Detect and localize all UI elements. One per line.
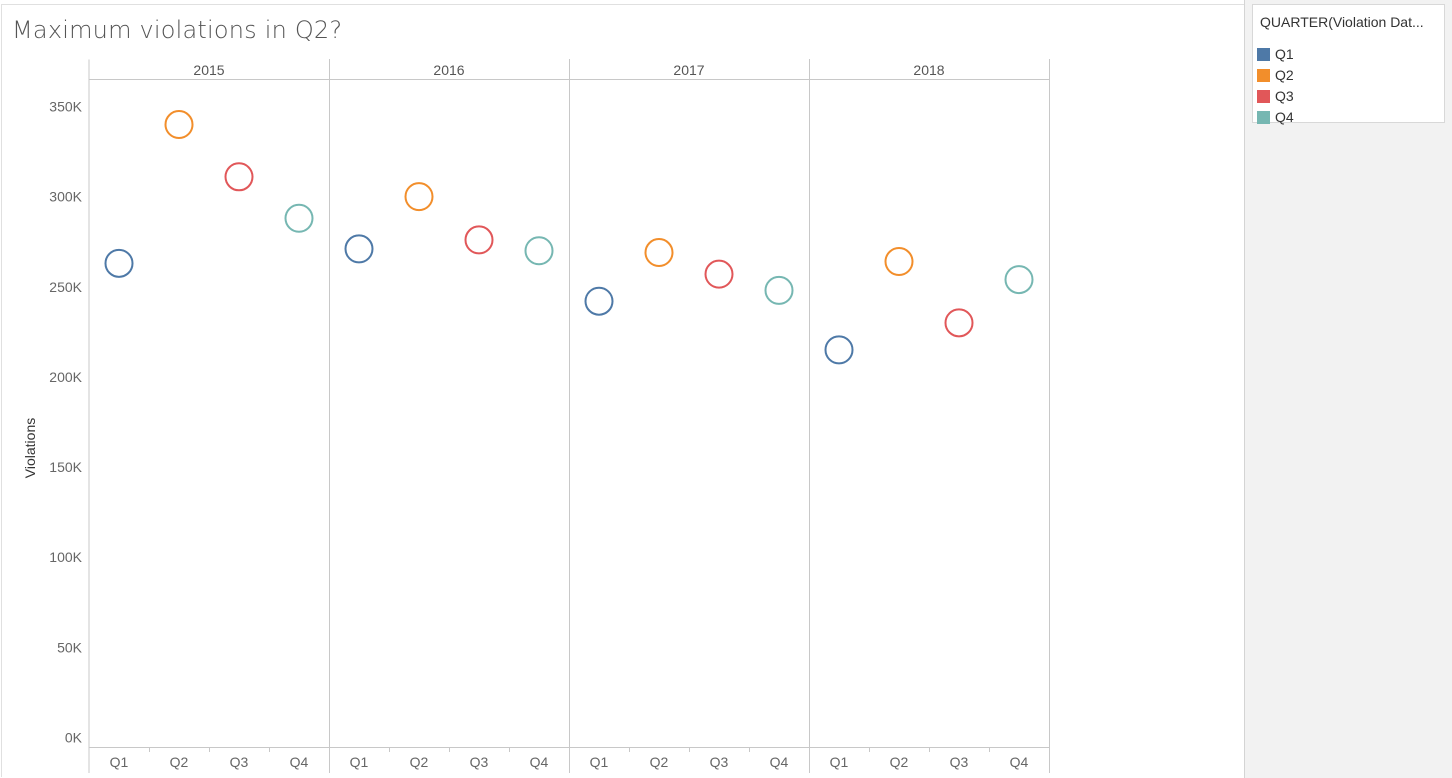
legend-item-q1[interactable]: Q1 (1257, 45, 1437, 63)
x-tick-label: Q1 (590, 754, 609, 770)
year-header-2018: 2018 (913, 62, 944, 78)
y-tick-label: 200K (49, 369, 82, 385)
x-tick-label: Q4 (530, 754, 549, 770)
x-tick-label: Q4 (290, 754, 309, 770)
legend-swatch-q4 (1257, 111, 1270, 124)
data-point-2017-q3 (704, 259, 734, 289)
x-tick-label: Q1 (350, 754, 369, 770)
x-tick-label: Q4 (770, 754, 789, 770)
year-header-2016: 2016 (433, 62, 464, 78)
data-point-2017-q2 (644, 238, 674, 268)
legend-label-q1: Q1 (1275, 46, 1294, 62)
data-point-2017-q1 (584, 286, 614, 316)
legend-item-q3[interactable]: Q3 (1257, 87, 1437, 105)
data-point-2018-q3 (944, 308, 974, 338)
legend-swatch-q1 (1257, 48, 1270, 61)
x-tick-label: Q2 (410, 754, 429, 770)
legend-item-q4[interactable]: Q4 (1257, 108, 1437, 126)
x-tick-label: Q4 (1010, 754, 1029, 770)
data-point-2018-q1 (824, 335, 854, 365)
legend-label-q3: Q3 (1275, 88, 1294, 104)
y-axis-label: Violations (22, 418, 38, 478)
data-point-2016-q4 (524, 236, 554, 266)
y-tick-label: 100K (49, 549, 82, 565)
data-point-2016-q1 (344, 234, 374, 264)
data-point-2015-q2 (164, 110, 194, 140)
data-point-2018-q4 (1004, 265, 1034, 295)
x-tick-label: Q3 (470, 754, 489, 770)
scatter-chart[interactable]: Violations 0K 50K 100K 150K 200K 250K 300K 350K 2… (0, 0, 1245, 778)
legend-title: QUARTER(Violation Dat... (1260, 14, 1424, 30)
y-tick-label: 350K (49, 99, 82, 115)
y-tick-label: 0K (65, 730, 83, 746)
legend-item-q2[interactable]: Q2 (1257, 66, 1437, 84)
x-tick-label: Q1 (830, 754, 849, 770)
data-point-2018-q2 (884, 247, 914, 277)
data-point-2016-q2 (404, 182, 434, 212)
x-tick-label: Q2 (890, 754, 909, 770)
legend-swatch-q2 (1257, 69, 1270, 82)
year-header-2015: 2015 (193, 62, 224, 78)
data-point-2017-q4 (764, 275, 794, 305)
x-tick-label: Q1 (110, 754, 129, 770)
x-tick-label: Q3 (710, 754, 729, 770)
x-tick-label: Q3 (230, 754, 249, 770)
y-tick-label: 300K (49, 189, 82, 205)
x-tick-label: Q3 (950, 754, 969, 770)
legend-label-q4: Q4 (1275, 109, 1294, 125)
y-tick-label: 250K (49, 279, 82, 295)
y-tick-label: 150K (49, 459, 82, 475)
y-tick-label: 50K (57, 639, 83, 655)
chart-title: Maximum violations in Q2? (12, 16, 343, 44)
data-point-2016-q3 (464, 225, 494, 255)
color-legend[interactable]: QUARTER(Violation Dat... Q1 Q2 Q3 Q4 (1252, 4, 1445, 126)
data-point-2015-q1 (104, 248, 134, 278)
year-header-2017: 2017 (673, 62, 704, 78)
data-point-2015-q3 (224, 162, 254, 192)
worksheet-area: Maximum violations in Q2? Violations 0K 50… (0, 0, 1245, 778)
x-tick-label: Q2 (170, 754, 189, 770)
data-point-2015-q4 (284, 203, 314, 233)
worksheet-border (1, 4, 1244, 777)
legend-swatch-q3 (1257, 90, 1270, 103)
legend-label-q2: Q2 (1275, 67, 1294, 83)
x-tick-label: Q2 (650, 754, 669, 770)
